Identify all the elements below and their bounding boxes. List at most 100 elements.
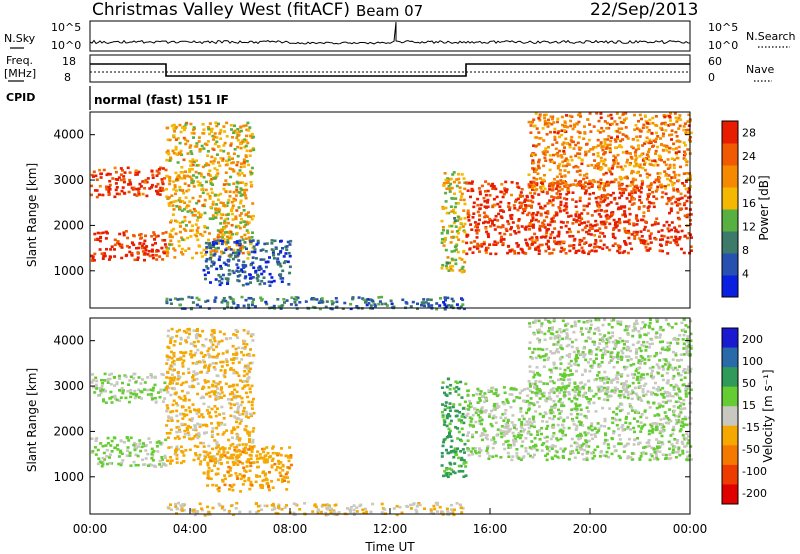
heatmap-cell [235, 131, 239, 134]
heatmap-cell [593, 210, 597, 213]
heatmap-cell [261, 447, 265, 451]
heatmap-cell [647, 209, 650, 212]
heatmap-cell [238, 239, 242, 243]
heatmap-cell [98, 168, 102, 172]
heatmap-cell [471, 433, 474, 437]
colorbar-swatch [722, 121, 738, 144]
heatmap-cell [648, 118, 652, 122]
heatmap-cell [451, 235, 455, 239]
heatmap-cell [237, 130, 241, 134]
heatmap-cell [530, 121, 533, 124]
heatmap-cell [535, 136, 539, 139]
heatmap-cell [175, 457, 179, 460]
heatmap-cell [476, 410, 480, 413]
heatmap-cell [488, 413, 492, 416]
heatmap-cell [318, 307, 322, 311]
heatmap-cell [259, 484, 262, 487]
heatmap-cell [445, 472, 449, 475]
heatmap-cell [228, 255, 232, 258]
heatmap-cell [132, 377, 136, 380]
heatmap-cell [129, 464, 133, 467]
heatmap-cell [459, 380, 463, 384]
heatmap-cell [509, 233, 513, 236]
heatmap-cell [607, 181, 611, 184]
heatmap-cell [123, 374, 127, 377]
heatmap-cell [637, 425, 641, 428]
heatmap-cell [222, 451, 226, 454]
heatmap-cell [602, 162, 606, 166]
heatmap-cell [440, 455, 444, 458]
heatmap-cell [226, 213, 230, 216]
heatmap-cell [122, 180, 126, 184]
heatmap-cell [219, 275, 223, 279]
heatmap-cell [266, 482, 270, 485]
heatmap-cell [539, 214, 543, 217]
heatmap-cell [612, 430, 616, 433]
heatmap-cell [478, 244, 481, 247]
heatmap-cell [133, 389, 137, 393]
heatmap-cell [578, 183, 581, 186]
heatmap-cell [246, 257, 250, 260]
heatmap-cell [189, 342, 193, 345]
heatmap-cell [602, 182, 606, 185]
heatmap-cell [524, 206, 528, 209]
heatmap-cell [252, 298, 255, 301]
heatmap-cell [334, 297, 338, 300]
heatmap-cell [456, 202, 460, 205]
heatmap-cell [602, 187, 606, 190]
heatmap-cell [638, 198, 642, 202]
heatmap-cell [475, 223, 478, 227]
heatmap-cell [478, 447, 481, 450]
heatmap-cell [213, 300, 217, 303]
heatmap-cell [201, 191, 205, 195]
heatmap-cell [245, 451, 248, 455]
heatmap-cell [192, 174, 195, 177]
heatmap-cell [222, 412, 225, 415]
heatmap-cell [114, 182, 118, 185]
heatmap-cell [133, 445, 137, 448]
heatmap-cell [202, 147, 206, 150]
heatmap-cell [173, 256, 177, 259]
heatmap-cell [660, 185, 664, 189]
heatmap-cell [119, 463, 123, 467]
heatmap-cell [544, 113, 548, 117]
heatmap-cell [679, 208, 682, 211]
heatmap-cell [645, 197, 649, 201]
heatmap-cell [166, 419, 170, 422]
heatmap-cell [242, 353, 246, 357]
heatmap-cell [614, 146, 617, 149]
heatmap-cell [666, 252, 670, 255]
heatmap-cell [542, 442, 546, 445]
heatmap-cell [254, 480, 258, 484]
heatmap-cell [530, 219, 533, 222]
heatmap-cell [114, 170, 118, 174]
heatmap-cell [250, 407, 254, 410]
heatmap-cell [555, 175, 559, 179]
heatmap-cell [678, 404, 682, 408]
heatmap-cell [539, 186, 543, 189]
heatmap-cell [94, 438, 98, 441]
heatmap-cell [202, 441, 205, 445]
heatmap-cell [645, 153, 649, 156]
heatmap-cell [174, 138, 178, 141]
heatmap-cell [120, 387, 124, 390]
heatmap-cell [485, 399, 489, 402]
heatmap-cell [617, 181, 621, 184]
heatmap-cell [244, 391, 248, 395]
heatmap-cell [177, 199, 181, 202]
heatmap-cell [609, 139, 613, 143]
heatmap-cell [472, 205, 476, 209]
cpid-value: normal (fast) 151 IF [94, 93, 229, 107]
heatmap-cell [132, 186, 136, 190]
heatmap-cell [515, 396, 519, 399]
heatmap-cell [105, 231, 109, 235]
heatmap-cell [452, 455, 456, 459]
heatmap-cell [599, 200, 603, 204]
heatmap-cell [222, 238, 226, 241]
heatmap-cell [116, 241, 119, 245]
heatmap-cell [227, 236, 231, 240]
heatmap-cell [679, 402, 683, 405]
heatmap-cell [127, 439, 131, 442]
heatmap-cell [644, 140, 648, 144]
heatmap-cell [167, 416, 171, 419]
